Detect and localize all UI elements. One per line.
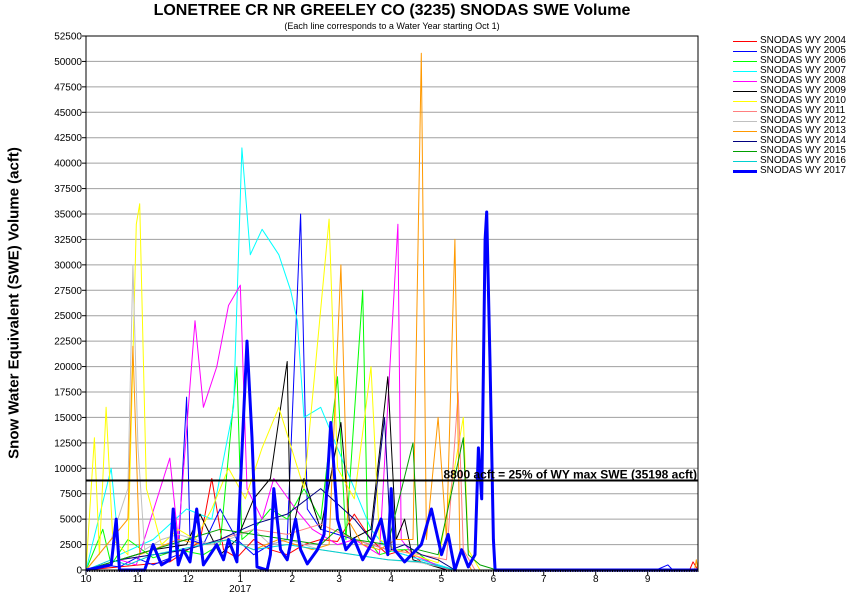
- y-tick-label: 27500: [54, 286, 82, 297]
- legend-swatch: [733, 140, 757, 142]
- y-tick-label: 32500: [54, 235, 82, 246]
- plot-frame: [85, 35, 699, 571]
- y-tick-label: 17500: [54, 388, 82, 399]
- y-tick-label: 37500: [54, 184, 82, 195]
- legend-swatch: [733, 160, 757, 162]
- legend-label: SNODAS WY 2013: [760, 125, 846, 136]
- legend-label: SNODAS WY 2015: [760, 145, 846, 156]
- y-tick-label: 0: [76, 566, 82, 577]
- grid-layer: [86, 35, 698, 571]
- chart-title: LONETREE CR NR GREELEY CO (3235) SNODAS …: [153, 2, 631, 19]
- legend-label: SNODAS WY 2012: [760, 115, 846, 126]
- legend-label: SNODAS WY 2014: [760, 135, 846, 146]
- y-tick-label: 25000: [54, 311, 82, 322]
- legend-label: SNODAS WY 2008: [760, 75, 846, 86]
- legend-label: SNODAS WY 2009: [760, 85, 846, 96]
- x-tick-label: 12: [183, 574, 195, 585]
- y-tick-label: 12500: [54, 438, 82, 449]
- legend-swatch: [733, 110, 757, 112]
- legend-swatch: [733, 130, 757, 132]
- legend-swatch: [733, 100, 757, 102]
- y-tick-label: 47500: [54, 82, 82, 93]
- legend-swatch: [733, 70, 757, 72]
- legend-label: SNODAS WY 2007: [760, 65, 846, 76]
- y-tick-label: 10000: [54, 464, 82, 475]
- series-layer: [85, 52, 699, 572]
- series-line: [85, 437, 698, 571]
- x-tick-label: 6: [491, 574, 497, 585]
- series-line: [85, 147, 698, 571]
- y-tick-label: 45000: [54, 108, 82, 119]
- x-tick-label: 4: [388, 574, 394, 585]
- chart-subtitle: (Each line corresponds to a Water Year s…: [284, 21, 500, 31]
- series-line: [85, 223, 698, 571]
- y-tick-label: 52500: [54, 32, 82, 43]
- x-tick-label: 10: [80, 574, 92, 585]
- series-line: [85, 416, 698, 571]
- x-tick-label: 2: [289, 574, 295, 585]
- x-tick-label: 9: [645, 574, 651, 585]
- x-tick-label: 3: [336, 574, 342, 585]
- legend-swatch: [733, 40, 757, 42]
- y-tick-label: 22500: [54, 337, 82, 348]
- legend-label: SNODAS WY 2004: [760, 35, 846, 46]
- legend-swatch: [733, 169, 757, 173]
- y-tick-label: 42500: [54, 133, 82, 144]
- legend-label: SNODAS WY 2005: [760, 45, 846, 56]
- legend-label: SNODAS WY 2016: [760, 155, 846, 166]
- legend-label: SNODAS WY 2010: [760, 95, 846, 106]
- y-tick-label: 5000: [60, 515, 83, 526]
- y-tick-label: 15000: [54, 413, 82, 424]
- y-tick-label: 20000: [54, 362, 82, 373]
- legend-swatch: [733, 60, 757, 62]
- legend-swatch: [733, 150, 757, 152]
- reference-layer: 8800 acft = 25% of WY max SWE (35198 acf…: [86, 467, 698, 482]
- series-line: [85, 210, 698, 572]
- reference-line-label: 8800 acft = 25% of WY max SWE (35198 acf…: [443, 467, 697, 481]
- x-tick-label: 11: [133, 574, 144, 585]
- x-tick-label: 5: [439, 574, 445, 585]
- legend-swatch: [733, 50, 757, 52]
- y-tick-label: 2500: [60, 540, 83, 551]
- legend-label: SNODAS WY 2011: [760, 105, 846, 116]
- axis-layer: 0250050007500100001250015000175002000022…: [54, 32, 699, 595]
- y-tick-label: 30000: [54, 260, 82, 271]
- y-tick-label: 50000: [54, 57, 82, 68]
- legend-swatch: [733, 90, 757, 92]
- x-tick-label: 7: [541, 574, 547, 585]
- x-tick-label: 8: [593, 574, 599, 585]
- legend-swatch: [733, 80, 757, 82]
- x-year-label: 2017: [229, 584, 252, 595]
- series-line: [85, 539, 698, 571]
- y-tick-label: 40000: [54, 159, 82, 170]
- legend-label: SNODAS WY 2006: [760, 55, 846, 66]
- series-line: [85, 52, 699, 571]
- legend-swatch: [733, 120, 757, 122]
- x-tick-label: 1: [237, 574, 243, 585]
- y-tick-label: 35000: [54, 210, 82, 221]
- legend-label: SNODAS WY 2017: [760, 165, 846, 176]
- y-tick-label: 7500: [60, 489, 83, 500]
